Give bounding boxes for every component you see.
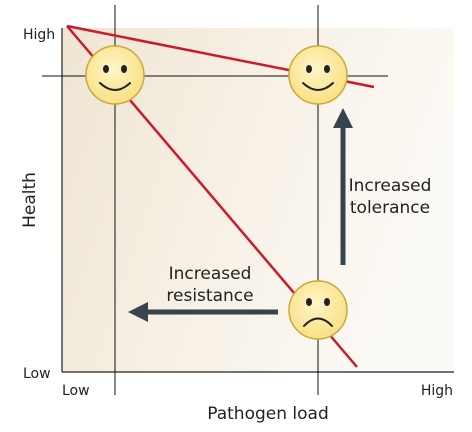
resistance-label-line1: Increased (169, 264, 252, 284)
x-axis-low-label: Low (62, 383, 90, 399)
left-eye (306, 298, 312, 306)
x-axis-high-label: High (421, 383, 453, 399)
right-eye (324, 65, 330, 73)
left-eye (306, 65, 312, 73)
y-axis-high-label: High (23, 27, 55, 43)
happy-face-low-load (85, 45, 145, 105)
tolerance-label-line1: Increased (349, 176, 432, 196)
tolerance-label-line2: tolerance (350, 198, 430, 218)
smile (302, 82, 334, 91)
x-axis-title: Pathogen load (207, 404, 329, 424)
sad-face-high-load (288, 280, 348, 340)
left-eye (103, 65, 109, 73)
smile (99, 82, 131, 91)
y-axis-low-label: Low (23, 366, 51, 382)
happy-face-high-load (288, 45, 348, 105)
y-axis-title: Health (20, 172, 40, 228)
right-eye (324, 298, 330, 306)
resistance-label-line2: resistance (166, 286, 253, 306)
right-eye (121, 65, 127, 73)
frown (303, 317, 333, 327)
